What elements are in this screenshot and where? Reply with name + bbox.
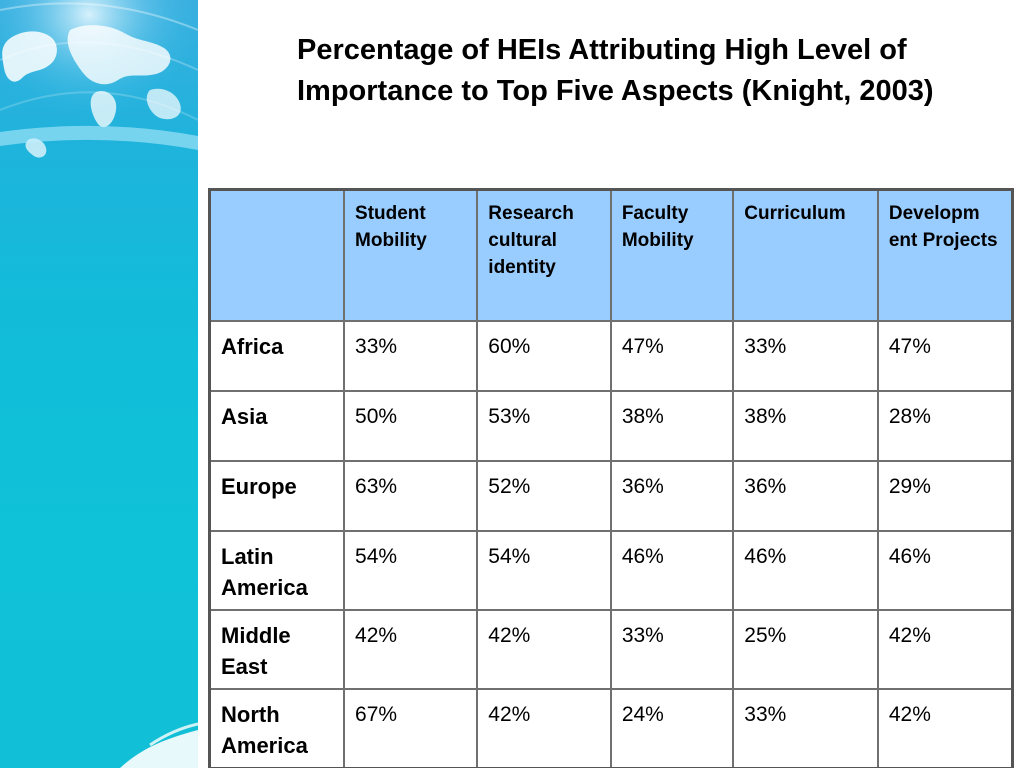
table-cell: 25% [732, 608, 879, 690]
table-row: Africa 33% 60% 47% 33% 47% [208, 319, 1014, 392]
column-header: Faculty Mobility [609, 188, 735, 322]
header-corner-cell [208, 188, 346, 322]
table-cell: 47% [876, 319, 1014, 392]
row-header: Africa [208, 319, 346, 392]
row-header: North America [208, 687, 346, 768]
row-header: Asia [208, 389, 346, 462]
table-cell: 24% [609, 687, 735, 768]
table-header-row: Student Mobility Research cultural ident… [208, 188, 1014, 322]
table-cell: 36% [732, 459, 879, 532]
table-cell: 33% [732, 687, 879, 768]
table-cell: 42% [876, 608, 1014, 690]
table-cell: 33% [732, 319, 879, 392]
table-cell: 46% [876, 529, 1014, 611]
table-row: North America 67% 42% 24% 33% 42% [208, 687, 1014, 768]
column-header: Developm ent Projects [876, 188, 1014, 322]
column-header: Student Mobility [343, 188, 479, 322]
table-cell: 42% [476, 687, 612, 768]
table-cell: 42% [343, 608, 479, 690]
table-cell: 28% [876, 389, 1014, 462]
table-cell: 67% [343, 687, 479, 768]
table-cell: 36% [609, 459, 735, 532]
table-cell: 53% [476, 389, 612, 462]
table-cell: 46% [732, 529, 879, 611]
row-header: Europe [208, 459, 346, 532]
table-row: Asia 50% 53% 38% 38% 28% [208, 389, 1014, 462]
table-row: Middle East 42% 42% 33% 25% 42% [208, 608, 1014, 690]
table-cell: 60% [476, 319, 612, 392]
table-cell: 54% [476, 529, 612, 611]
table-cell: 38% [609, 389, 735, 462]
data-table: Student Mobility Research cultural ident… [208, 188, 1014, 768]
column-header: Research cultural identity [476, 188, 612, 322]
table-cell: 29% [876, 459, 1014, 532]
table-cell: 52% [476, 459, 612, 532]
world-map-icon [0, 0, 198, 768]
wave-decoration [120, 730, 198, 768]
page-title: Percentage of HEIs Attributing High Leve… [297, 34, 934, 107]
table-cell: 42% [476, 608, 612, 690]
table-cell: 38% [732, 389, 879, 462]
table-cell: 33% [343, 319, 479, 392]
table-cell: 42% [876, 687, 1014, 768]
table-cell: 47% [609, 319, 735, 392]
table-cell: 46% [609, 529, 735, 611]
row-header: Middle East [208, 608, 346, 690]
table-cell: 63% [343, 459, 479, 532]
side-panel [0, 0, 198, 768]
row-header: Latin America [208, 529, 346, 611]
table-row: Latin America 54% 54% 46% 46% 46% [208, 529, 1014, 611]
table-row: Europe 63% 52% 36% 36% 29% [208, 459, 1014, 532]
column-header: Curriculum [732, 188, 879, 322]
table-cell: 54% [343, 529, 479, 611]
table-cell: 50% [343, 389, 479, 462]
table-cell: 33% [609, 608, 735, 690]
